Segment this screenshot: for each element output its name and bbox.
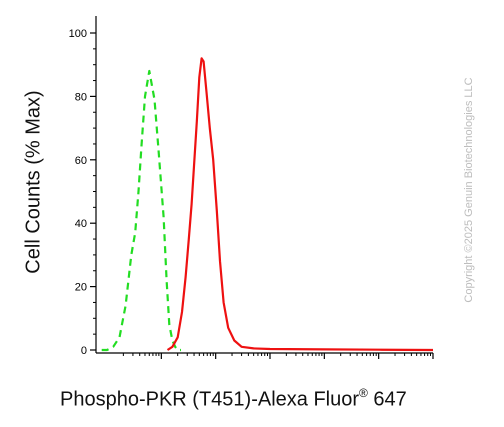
- y-tick-label: 40: [75, 218, 87, 230]
- curves: [101, 57, 434, 352]
- y-tick-label: 20: [75, 282, 87, 294]
- y-tick-label: 60: [75, 155, 87, 167]
- sample-curve-red-solid: [166, 57, 434, 352]
- y-tick-label: 100: [69, 28, 87, 40]
- y-tick-label: 0: [81, 345, 87, 357]
- control-curve-green-dashed: [101, 69, 181, 352]
- y-tick-label: 80: [75, 91, 87, 103]
- axes: 0 20 40 60 80 100: [69, 16, 434, 359]
